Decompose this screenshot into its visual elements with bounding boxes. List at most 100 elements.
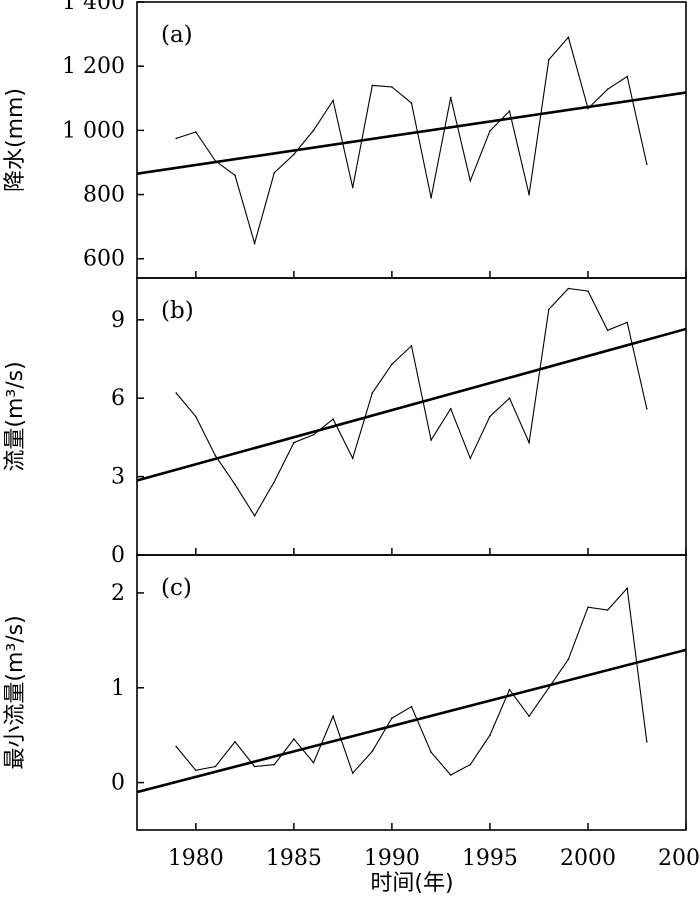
data-series-line [175,586,648,776]
data-point [508,397,511,400]
data-point [253,242,256,245]
data-series-line [175,287,648,517]
trend-line [137,327,686,482]
panel-label: (c) [161,575,192,601]
data-point [430,751,432,753]
data-point [332,715,334,717]
data-point [606,329,609,332]
x-tick-label: 2000 [560,846,616,871]
data-point [528,715,530,717]
data-point [646,163,648,165]
panel-0: 600 800 1 000 1 200 1 400 降水(mm) (a) [3,0,687,279]
data-point [606,609,609,611]
data-point [332,418,334,420]
data-point [351,186,354,189]
plot-frame [136,1,687,279]
y-tick-label: 800 [83,183,125,208]
y-tick-label: 6 [111,386,125,411]
data-point [195,415,197,418]
data-point [273,171,276,174]
y-axis-label: 流量(m³/s) [3,361,28,471]
data-point [449,407,452,410]
data-point [351,772,354,774]
data-point [253,765,256,768]
data-point [548,687,550,689]
data-point [312,434,315,436]
y-tick-label: 1 [111,676,125,701]
panel-2: 0 1 2 最小流量(m³/s) (c) [3,554,687,831]
data-point [234,483,236,486]
data-point [528,193,530,196]
x-axis: 1980 1985 1990 1995 2000 2005 [168,846,700,871]
data-point [371,84,374,87]
data-point [312,761,315,764]
data-point [587,606,589,608]
y-tick-label: 3 [111,465,125,490]
data-point [214,454,217,457]
data-point [371,392,374,394]
data-point [567,658,570,661]
data-point [489,734,491,736]
panel-label: (b) [161,298,194,324]
y-tick-label: 2 [111,581,125,606]
data-point [351,457,354,460]
data-point [449,774,452,776]
data-point [508,688,511,691]
data-series-line [176,36,648,246]
panel-label: (a) [161,22,193,48]
data-point [469,180,472,182]
data-point [606,88,609,91]
data-point [567,36,570,39]
y-axis-label: 最小流量(m³/s) [3,615,28,769]
data-point [312,129,315,132]
data-point [253,515,256,517]
data-point [410,705,413,708]
data-point [469,763,472,766]
data-point [391,363,393,366]
data-point [489,130,491,132]
data-point [528,441,530,444]
y-tick-label: 600 [83,247,125,272]
data-point [293,153,295,156]
data-point [410,102,413,104]
y-tick-label: 0 [111,771,125,796]
data-point [410,345,413,347]
x-axis-label: 时间(年) [370,871,453,896]
x-tick-label: 2005 [658,846,700,871]
data-point [234,174,236,177]
data-point [548,308,550,311]
y-tick-label: 1 400 [62,0,125,15]
data-point [430,439,432,441]
data-point [293,738,295,740]
data-point [371,750,374,753]
y-tick-label: 0 [111,543,125,568]
data-point [587,290,589,292]
data-point [234,741,236,743]
data-point [273,763,276,766]
trend-line [137,648,686,794]
data-point [175,392,177,394]
data-point [646,407,648,410]
data-point [195,131,197,133]
panel-1: 0 3 6 9 流量(m³/s) (b) [3,277,687,568]
x-tick-label: 1980 [168,846,224,871]
y-tick-label: 9 [111,308,125,333]
data-point [195,769,197,772]
data-point [430,197,432,199]
y-tick-label: 1 000 [62,118,125,143]
data-point [646,741,648,743]
data-point [567,287,570,290]
x-tick-label: 1985 [266,846,322,871]
data-point [273,481,276,483]
x-tick-label: 1995 [462,846,518,871]
data-point [293,441,295,444]
y-axis-label: 降水(mm) [3,88,28,192]
data-point [469,457,472,460]
data-point [391,717,393,719]
data-point [548,59,550,61]
data-point [626,75,628,78]
trend-line [137,91,686,175]
data-point [508,110,511,112]
y-tick-label: 1 200 [62,54,125,79]
